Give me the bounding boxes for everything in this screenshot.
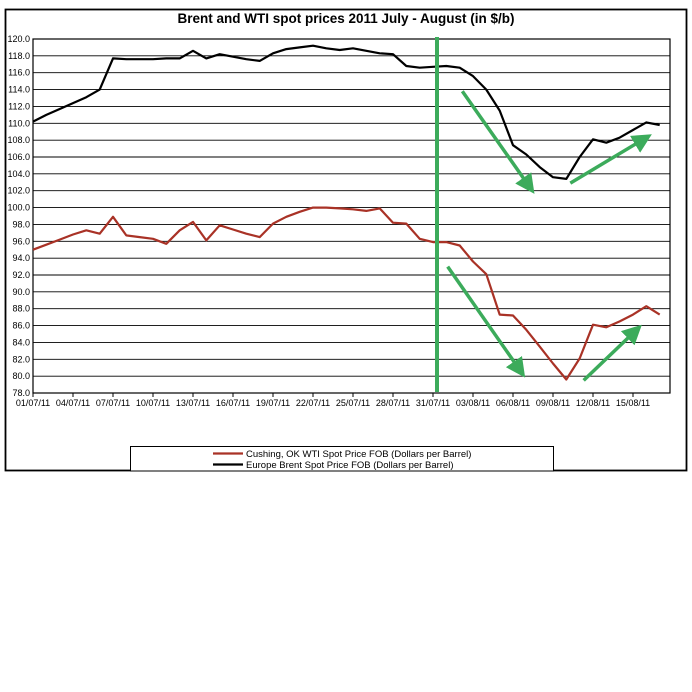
y-tick-label: 92.0	[12, 270, 30, 280]
y-tick-label: 108.0	[7, 135, 30, 145]
y-axis-labels: 120.0 118.0 116.0 114.0 112.0 110.0 108.0 106.0…	[7, 34, 30, 398]
y-tick-label: 86.0	[12, 321, 30, 331]
legend-wti-label: Cushing, OK WTI Spot Price FOB (Dollars …	[246, 449, 471, 460]
y-tick-label: 116.0	[8, 68, 30, 78]
x-tick-label: 04/07/11	[56, 398, 90, 408]
trend-arrow-wti-up-trend	[582, 324, 642, 382]
chart-title: Brent and WTI spot prices 2011 July - Au…	[177, 11, 514, 26]
y-tick-label: 78.0	[12, 388, 30, 398]
plot-border	[32, 38, 671, 394]
x-tick-label: 25/07/11	[336, 398, 370, 408]
trend-arrows	[446, 90, 652, 382]
y-tick-label: 94.0	[12, 253, 30, 263]
x-tick-label: 31/07/11	[416, 398, 450, 408]
x-axis-labels: 01/07/11 04/07/11 07/07/11 10/07/11 13/07/11…	[16, 398, 650, 408]
x-tick-label: 12/08/11	[576, 398, 610, 408]
trend-arrow-brent-down-trend	[460, 90, 535, 194]
trend-arrow-brent-up-trend	[569, 134, 652, 185]
y-tick-label: 114.0	[8, 85, 30, 95]
x-tick-label: 03/08/11	[456, 398, 490, 408]
x-tick-label: 10/07/11	[136, 398, 170, 408]
x-tick-label: 07/07/11	[96, 398, 130, 408]
brent-series-line	[32, 44, 660, 180]
y-tick-label: 110.0	[8, 118, 30, 128]
y-tick-label: 100.0	[7, 203, 30, 213]
x-tick-label: 19/07/11	[256, 398, 290, 408]
x-tick-label: 09/08/11	[536, 398, 570, 408]
y-tick-label: 90.0	[12, 287, 30, 297]
chart-frame	[4, 8, 688, 472]
y-tick-label: 104.0	[7, 169, 30, 179]
x-tick-label: 16/07/11	[216, 398, 250, 408]
x-tick-label: 13/07/11	[176, 398, 210, 408]
y-tick-label: 120.0	[7, 34, 30, 44]
y-tick-label: 80.0	[12, 371, 30, 381]
y-tick-label: 112.0	[8, 101, 30, 111]
x-tick-label: 01/07/11	[16, 398, 50, 408]
trend-arrow-wti-down-trend	[446, 265, 526, 378]
legend-box	[130, 446, 554, 472]
x-tick-label: 15/08/11	[616, 398, 650, 408]
wti-series-line	[32, 206, 661, 381]
y-tick-label: 102.0	[7, 186, 30, 196]
y-tick-label: 88.0	[12, 304, 30, 314]
y-tick-label: 96.0	[12, 236, 30, 246]
y-tick-label: 106.0	[7, 152, 30, 162]
y-tick-label: 82.0	[12, 354, 30, 364]
y-tick-label: 118.0	[8, 51, 30, 61]
y-tick-label: 98.0	[12, 219, 30, 229]
legend-brent-label: Europe Brent Spot Price FOB (Dollars per…	[246, 460, 454, 471]
x-tick-label: 28/07/11	[376, 398, 410, 408]
x-tick-label: 06/08/11	[496, 398, 530, 408]
x-axis-ticks	[32, 393, 634, 397]
x-tick-label: 22/07/11	[296, 398, 330, 408]
y-tick-label: 84.0	[12, 337, 30, 347]
